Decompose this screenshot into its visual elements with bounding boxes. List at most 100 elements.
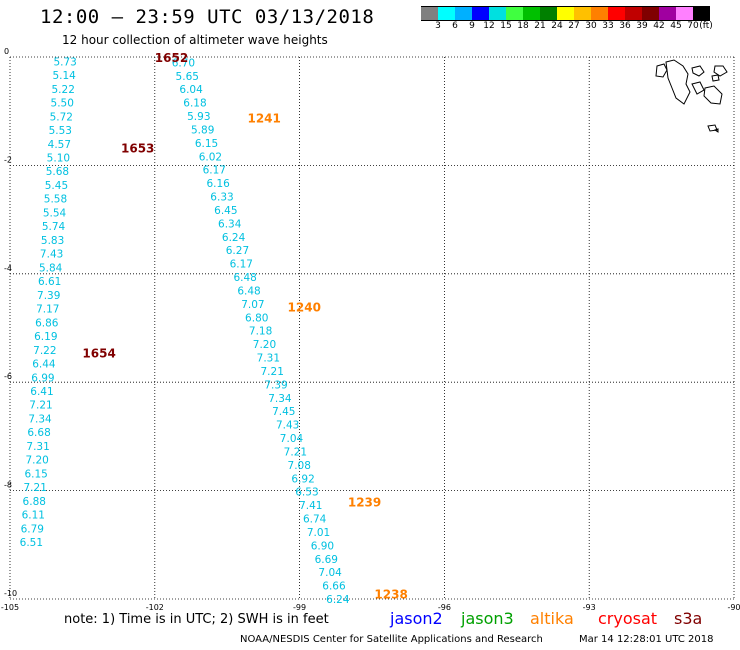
legend-label: 39: [636, 21, 648, 31]
swh-value: 7.21: [284, 446, 307, 458]
swh-value: 5.83: [41, 235, 64, 247]
swh-value: 7.34: [28, 413, 52, 425]
pass-time-label: 1653: [121, 142, 154, 156]
legend-swatch: [608, 6, 625, 21]
legend-swatch: [421, 6, 438, 21]
legend-label: 42: [653, 21, 665, 31]
pass-time-label: 1240: [288, 300, 321, 314]
island-outline: [707, 124, 718, 132]
x-tick-label: -90: [727, 603, 740, 612]
pass-time-label: 1241: [247, 112, 280, 126]
swh-value: 6.19: [34, 331, 57, 343]
swh-value: 7.18: [249, 326, 272, 338]
island-outline: [691, 81, 705, 95]
swh-value: 6.24: [326, 594, 350, 606]
swh-value: 7.34: [268, 393, 292, 405]
legend-label: 27: [568, 21, 580, 31]
island-outline: [711, 74, 720, 82]
swh-value: 6.53: [295, 487, 318, 499]
legend-label: 30: [585, 21, 597, 31]
satellite-s3a: s3a: [674, 609, 703, 628]
swh-value: 5.84: [39, 262, 63, 274]
swh-value: 5.50: [51, 98, 74, 110]
swh-value: 6.51: [20, 537, 43, 549]
satellite-cryosat: cryosat: [598, 609, 658, 628]
island-outline: [713, 128, 719, 133]
legend-swatch: [472, 6, 489, 21]
legend-swatch: [523, 6, 540, 21]
swh-value: 5.10: [47, 152, 70, 164]
legend-swatch: [659, 6, 676, 21]
swh-value: 6.86: [35, 317, 59, 329]
timestamp-text: Mar 14 12:28:01 UTC 2018: [579, 634, 714, 645]
legend-swatch: [557, 6, 574, 21]
legend-swatch: [676, 6, 693, 21]
swh-value: 6.17: [203, 165, 226, 177]
swh-value: 4.57: [48, 139, 71, 151]
swh-value: 7.41: [299, 500, 322, 512]
x-tick-label: -105: [1, 603, 19, 612]
swh-value: 5.93: [187, 111, 210, 123]
lat-lon-grid: [9, 56, 735, 600]
island-outline: [665, 59, 691, 105]
swh-value: 6.15: [24, 468, 47, 480]
swh-value: 6.45: [214, 205, 237, 217]
y-tick-label: -2: [4, 155, 12, 164]
swh-value: 7.01: [307, 527, 330, 539]
swh-value: 6.90: [311, 540, 334, 552]
swh-value: 7.21: [24, 482, 47, 494]
page-subtitle: 12 hour collection of altimeter wave hei…: [62, 33, 328, 47]
swh-value: 6.92: [291, 473, 314, 485]
legend-label: 6: [452, 21, 458, 31]
swh-value: 5.58: [44, 194, 67, 206]
y-tick-label: -10: [4, 589, 17, 598]
legend-swatch: [506, 6, 523, 21]
swh-value: 6.69: [315, 554, 338, 566]
swh-value: 5.68: [46, 166, 69, 178]
legend-label: 9: [469, 21, 475, 31]
swh-value: 6.24: [222, 232, 246, 244]
satellite-jason3: jason3: [461, 609, 514, 628]
swh-value: 7.39: [37, 290, 60, 302]
swh-value: 7.43: [40, 249, 63, 261]
legend-label: 33: [602, 21, 614, 31]
legend-label: 70: [687, 21, 699, 31]
island-outline: [713, 65, 728, 77]
swh-value: 6.88: [23, 496, 46, 508]
swh-value: 7.22: [33, 345, 56, 357]
legend-label: 21: [534, 21, 546, 31]
legend-swatch: [591, 6, 608, 21]
swh-value: 6.15: [195, 138, 218, 150]
legend-swatch: [693, 6, 710, 21]
satellite-altika: altika: [530, 609, 574, 628]
swh-value: 6.68: [27, 427, 50, 439]
pass-time-label: 1238: [374, 588, 407, 602]
swh-value: 7.20: [253, 339, 276, 351]
swh-value: 5.53: [49, 125, 72, 137]
swh-value: 6.04: [179, 84, 203, 96]
swh-value: 6.02: [199, 151, 222, 163]
legend-swatch: [438, 6, 455, 21]
legend-swatch: [574, 6, 591, 21]
swh-value: 7.08: [288, 460, 311, 472]
note-text: note: 1) Time is in UTC; 2) SWH is in fe…: [64, 612, 329, 627]
legend-swatch: [455, 6, 472, 21]
x-tick-label: -93: [583, 603, 596, 612]
island-outline: [691, 65, 705, 77]
page-title: 12:00 – 23:59 UTC 03/13/2018: [40, 6, 375, 28]
legend-swatch: [489, 6, 506, 21]
swh-value: 7.07: [241, 299, 264, 311]
galapagos-coastline: [655, 59, 728, 133]
color-legend: [421, 6, 710, 21]
swh-value: 6.41: [30, 386, 53, 398]
swh-value: 5.22: [52, 84, 75, 96]
swh-tracks: 5.73 5.14 5.22 5.505.72 5.53 4.575.10 5.68 5.45…: [20, 51, 408, 606]
legend-label: 24: [551, 21, 563, 31]
legend-swatch: [540, 6, 557, 21]
legend-label: 36: [619, 21, 631, 31]
swh-value: 6.79: [21, 523, 44, 535]
swh-value: 5.72: [50, 111, 73, 123]
legend-label: 18: [517, 21, 529, 31]
swh-value: 6.17: [230, 259, 253, 271]
